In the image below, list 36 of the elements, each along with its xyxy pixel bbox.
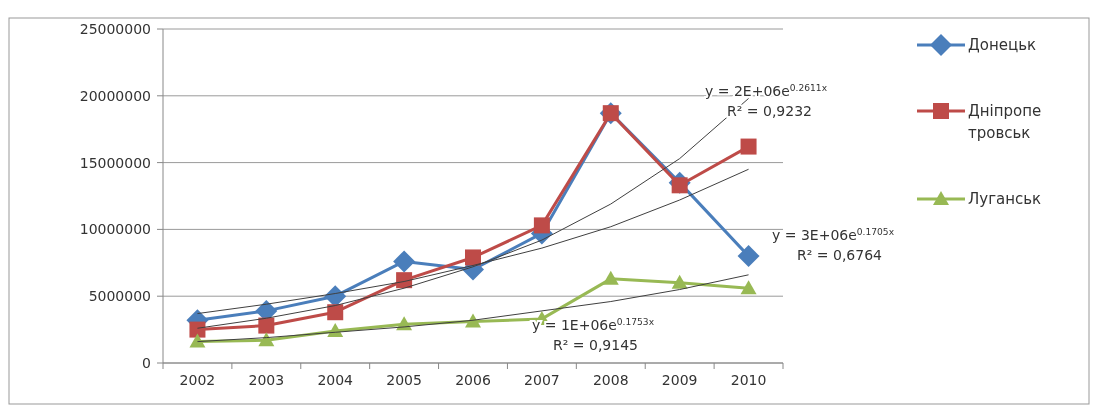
y-tick-label: 25000000	[79, 20, 151, 37]
point	[533, 217, 550, 234]
x-tick-label: 2010	[730, 372, 767, 388]
x-tick-label: 2007	[524, 372, 560, 388]
y-tick-label: 10000000	[79, 221, 151, 238]
y-tick-label: 0	[142, 354, 151, 371]
y-tick-label: 20000000	[79, 87, 151, 104]
y-tick-label: 5000000	[88, 288, 151, 305]
annotation: R² = 0,9145	[553, 337, 638, 353]
point	[671, 274, 688, 289]
annotation: y = 3E+06e$^{0.1705x}$	[772, 227, 895, 243]
point	[602, 270, 619, 285]
x-tick-label: 2003	[248, 372, 285, 388]
text: R² = 0,6764	[797, 247, 883, 263]
y-tick-label: 15000000	[79, 154, 151, 171]
x-tick-label: 2004	[317, 372, 354, 388]
point	[737, 245, 760, 268]
x-tick-label: 2008	[592, 372, 629, 388]
point	[393, 250, 416, 273]
x-tick-label: 2002	[179, 372, 216, 388]
legend-label: Дніпропетровськ	[968, 102, 1042, 143]
point	[740, 280, 757, 295]
point	[465, 249, 481, 266]
point	[740, 138, 757, 155]
legend-label: Донецьк	[968, 36, 1037, 55]
point	[189, 333, 206, 348]
annotation: y = 2E+06e$^{0.2611x}$	[705, 83, 828, 99]
point	[327, 304, 344, 321]
x-tick-label: 2005	[386, 372, 422, 388]
point	[189, 321, 206, 338]
x-tick-label: 2009	[661, 372, 698, 388]
point	[465, 313, 481, 328]
point	[258, 332, 275, 347]
x-tick-label: 2006	[455, 372, 491, 388]
point	[258, 317, 275, 334]
legend-label: Луганськ	[968, 190, 1042, 209]
